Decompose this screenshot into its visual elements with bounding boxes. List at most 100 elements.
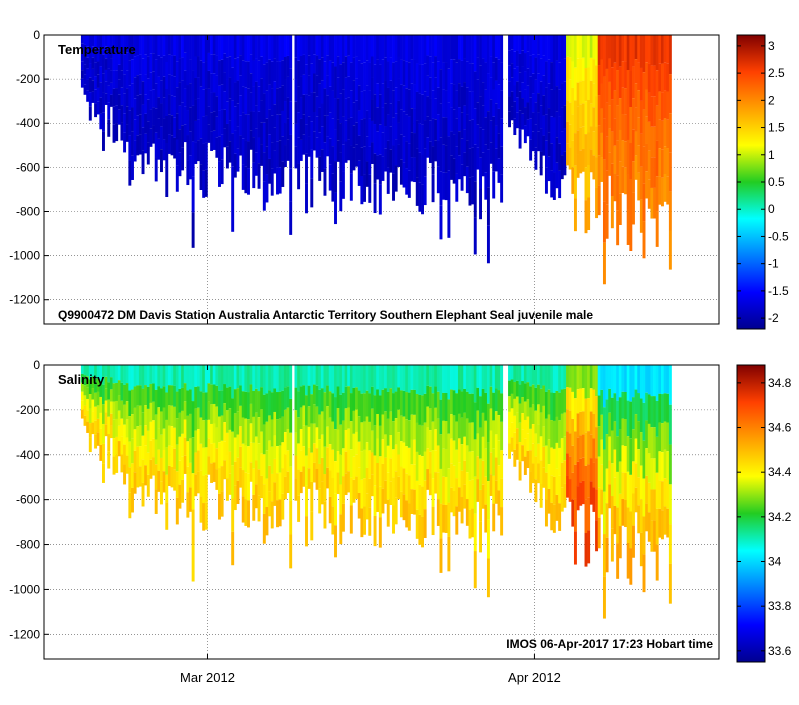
temperature-profile-cell [80,52,84,62]
temperature-profile-cell [189,35,192,60]
salinity-profile-cell [136,446,140,468]
temperature-profile-cell [647,35,651,64]
temperature-profile-cell [492,116,496,144]
salinity-profile-cell [360,451,364,480]
temperature-profile-cell [355,35,359,57]
temperature-profile-cell [637,90,641,118]
salinity-profile-cell [249,365,253,385]
temperature-profile-cell [170,55,174,76]
salinity-profile-cell [544,499,548,527]
salinity-profile-cell [589,434,593,459]
temperature-profile-cell [521,50,525,67]
temperature-profile-cell [173,96,177,118]
temperature-profile-cell [162,35,166,56]
salinity-profile-cell [589,388,593,412]
salinity-profile-cell [331,393,335,422]
salinity-profile-cell [518,422,522,443]
temperature-profile-cell [252,86,256,112]
salinity-profile-cell [286,407,290,430]
temperature-profile-cell [405,141,409,169]
temperature-profile-cell [650,35,654,66]
salinity-profile-cell [434,429,438,451]
temperature-profile-cell [450,131,453,156]
temperature-profile-cell [349,145,353,174]
salinity-profile-cell [584,533,588,567]
temperature-colorbar-tick-label: 1 [768,148,775,162]
salinity-profile-cell [138,446,142,467]
temperature-profile-cell [112,35,116,53]
salinity-profile-cell [373,515,377,547]
salinity-profile-cell [463,484,467,509]
temperature-profile-cell [312,92,316,112]
temperature-profile-cell [310,63,314,93]
salinity-profile-cell [426,365,430,386]
salinity-profile-cell [357,416,361,442]
salinity-profile-cell [613,477,617,506]
salinity-profile-cell [157,449,161,471]
temperature-profile-cell [660,177,664,207]
salinity-profile-cell [231,365,235,399]
salinity-profile-cell [518,403,522,423]
temperature-profile-cell [220,109,224,135]
temperature-annotation: Q9900472 DM Davis Station Australia Anta… [58,308,593,322]
salinity-profile-cell [270,446,274,474]
salinity-profile-cell [597,395,601,427]
temperature-profile-cell [426,75,430,97]
temperature-profile-cell [173,35,177,56]
salinity-profile-cell [637,421,641,450]
temperature-profile-cell [542,55,546,76]
salinity-profile-cell [320,457,324,482]
salinity-profile-cell [447,399,451,434]
salinity-profile-cell [141,412,145,436]
salinity-profile-cell [323,501,327,529]
temperature-profile-cell [326,136,330,157]
temperature-profile-cell [663,62,667,91]
temperature-profile-cell [405,114,409,142]
salinity-profile-cell [204,474,208,503]
salinity-profile-cell [579,435,583,459]
salinity-profile-cell [315,468,319,490]
salinity-profile-cell [563,436,567,461]
temperature-profile-cell [428,56,432,78]
salinity-profile-cell [399,390,403,416]
temperature-profile-cell [566,143,570,166]
temperature-profile-cell [281,35,285,61]
temperature-profile-cell [613,62,617,91]
temperature-profile-cell [600,35,604,60]
salinity-profile-cell [336,365,340,387]
temperature-profile-cell [181,125,185,148]
salinity-profile-cell [368,421,372,451]
temperature-profile-cell [660,63,664,93]
salinity-profile-cell [642,402,646,441]
temperature-profile-cell [320,103,324,127]
temperature-profile-cell [471,147,475,177]
temperature-profile-cell [539,58,543,82]
salinity-profile-cell [262,454,266,485]
temperature-profile-cell [518,72,522,92]
temperature-profile-cell [600,59,604,84]
temperature-profile-cell [241,112,245,139]
temperature-profile-cell [508,35,511,51]
salinity-profile-cell [397,409,401,433]
salinity-profile-cell [666,422,670,452]
salinity-profile-cell [402,365,406,391]
salinity-profile-cell [655,472,659,509]
salinity-profile-cell [349,477,353,506]
temperature-profile-cell [608,58,612,82]
temperature-profile-cell [624,114,628,142]
temperature-profile-cell [320,57,324,81]
salinity-profile-cell [376,365,380,390]
salinity-profile-cell [281,416,285,443]
temperature-profile-cell [576,130,580,155]
temperature-profile-cell [653,96,657,127]
temperature-profile-cell [212,111,216,131]
salinity-profile-cell [252,365,256,391]
salinity-profile-cell [658,422,662,452]
salinity-profile-cell [115,400,119,419]
salinity-profile-cell [529,407,533,429]
temperature-profile-cell [173,76,177,97]
temperature-profile-cell [123,93,127,114]
salinity-profile-cell [218,468,221,494]
salinity-profile-cell [476,479,480,502]
temperature-profile-cell [191,35,195,71]
